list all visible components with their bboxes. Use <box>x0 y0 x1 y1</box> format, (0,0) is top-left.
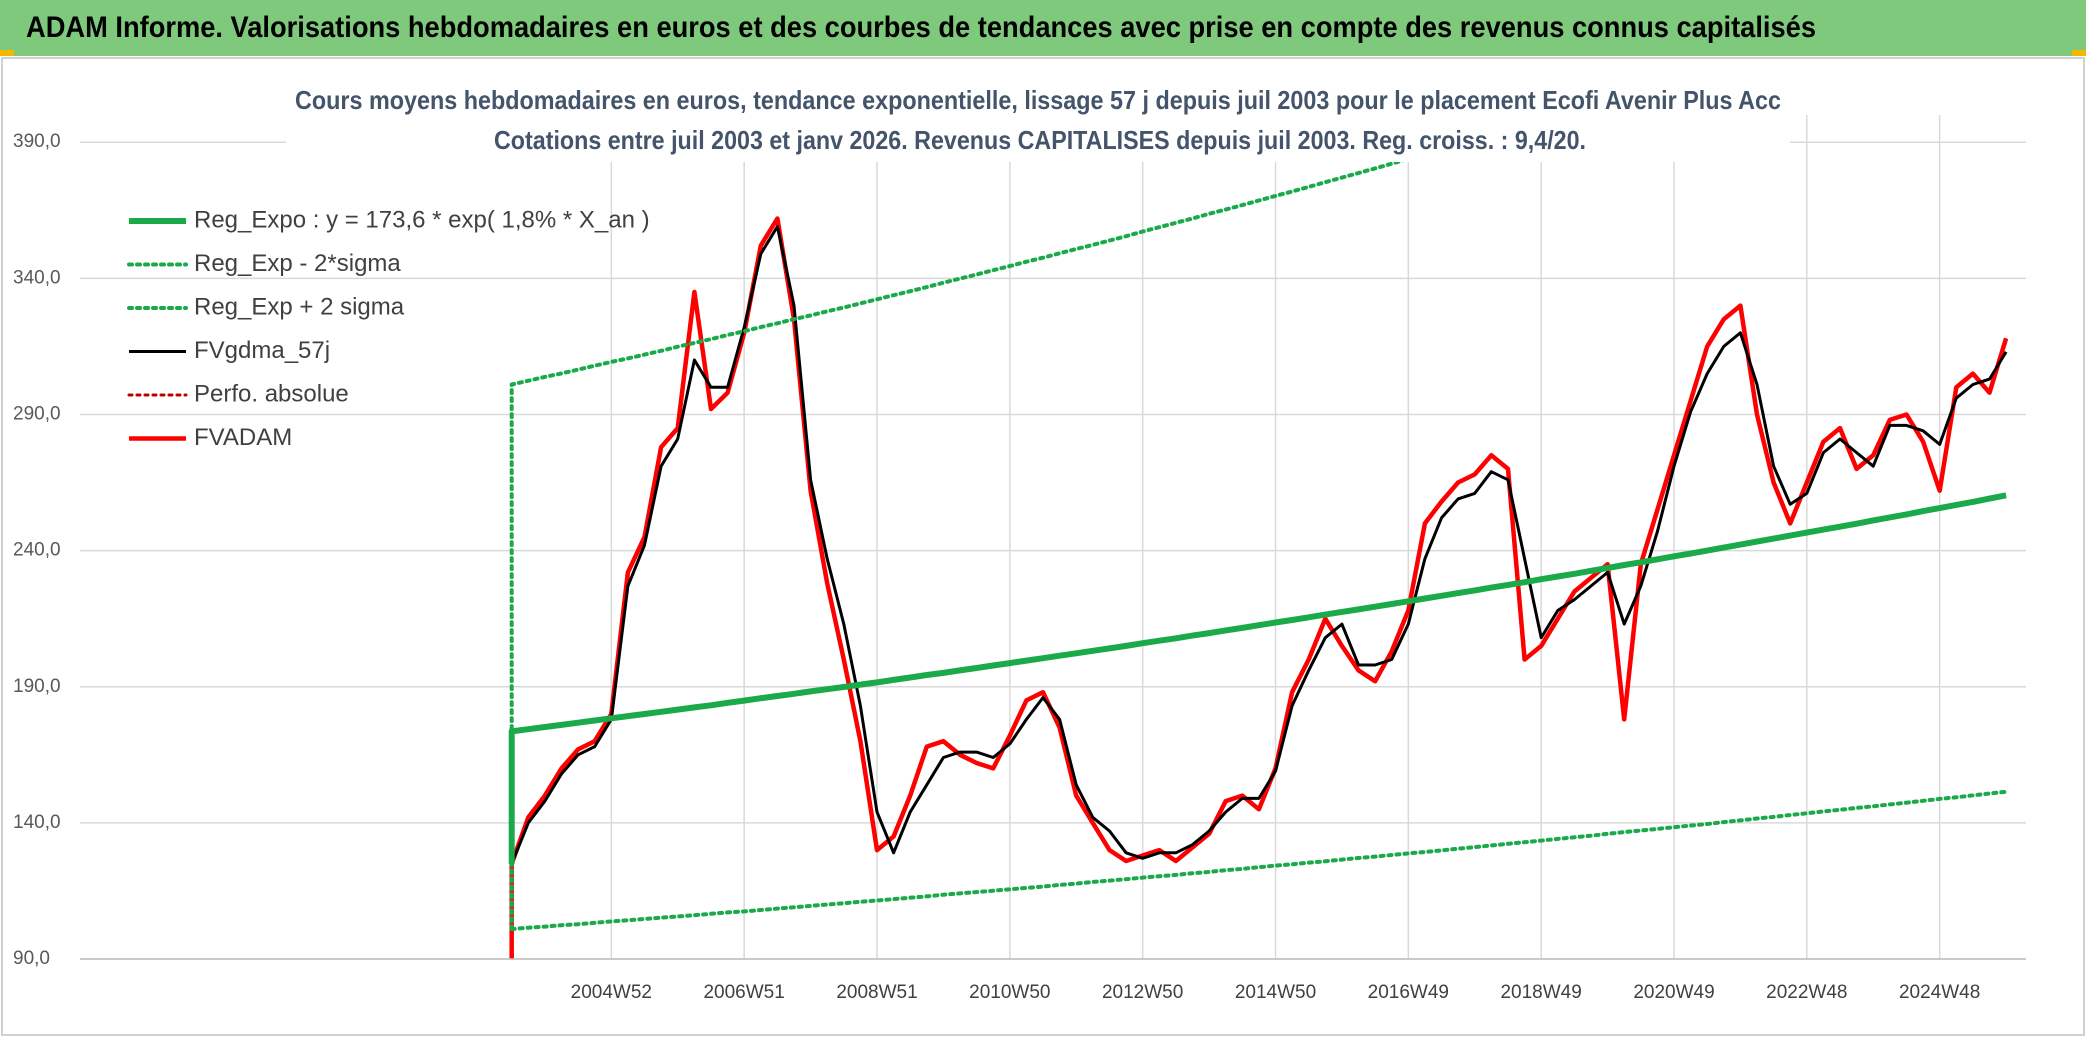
x-tick-label: 2012W50 <box>1102 982 1183 1003</box>
legend-label: FVADAM <box>194 424 292 451</box>
corner-mark <box>2072 50 2086 56</box>
chart-border <box>1 57 2085 1036</box>
series-line <box>508 492 2007 864</box>
series-line <box>509 115 1568 932</box>
legend-label: Perfo. absolue <box>194 380 349 407</box>
x-tick-label: 2024W48 <box>1899 982 1980 1003</box>
axes: 90,0 140,0 190,0 240,0 290,0 340,0 390,0 2004W5… <box>13 131 2026 1003</box>
chart-title: Cours moyens hebdomadaires en euros, ten… <box>295 85 1781 115</box>
y-tick-label: 240,0 <box>13 540 61 561</box>
y-tick-label: 390,0 <box>13 131 61 152</box>
series-line <box>509 789 2009 932</box>
legend-label: Reg_Exp - 2*sigma <box>194 250 401 277</box>
x-tick-label: 2018W49 <box>1500 982 1581 1003</box>
y-tick-label: 340,0 <box>13 267 61 288</box>
y-tick-label: 140,0 <box>13 812 61 833</box>
legend-label: FVgdma_57j <box>194 337 330 364</box>
x-tick-label: 2014W50 <box>1235 982 1316 1003</box>
x-tick-label: 2008W51 <box>836 982 917 1003</box>
title-box <box>286 82 1790 162</box>
y-tick-label: 190,0 <box>13 676 61 697</box>
x-tick-label: 2016W49 <box>1368 982 1449 1003</box>
legend-label: Reg_Expo : y = 173,6 * exp( 1,8% * X_an … <box>194 206 650 233</box>
corner-mark <box>0 50 14 56</box>
plot-lines <box>508 115 2009 959</box>
x-tick-label: 2010W50 <box>969 982 1050 1003</box>
x-tick-label: 2004W52 <box>571 982 652 1003</box>
header-title: ADAM Informe. Valorisations hebdomadaire… <box>26 11 1816 44</box>
x-tick-label: 2006W51 <box>703 982 784 1003</box>
y-tick-label: 290,0 <box>13 403 61 424</box>
legend: Reg_Expo : y = 173,6 * exp( 1,8% * X_an … <box>127 206 650 451</box>
chart-subtitle: Cotations entre juil 2003 et janv 2026. … <box>494 125 1586 155</box>
x-tick-label: 2022W48 <box>1766 982 1847 1003</box>
series-line <box>510 225 2008 865</box>
x-tick-label: 2020W49 <box>1633 982 1714 1003</box>
legend-label: Reg_Exp + 2 sigma <box>194 293 405 320</box>
header-band <box>0 0 2086 56</box>
y-tick-label: 90,0 <box>13 948 50 969</box>
